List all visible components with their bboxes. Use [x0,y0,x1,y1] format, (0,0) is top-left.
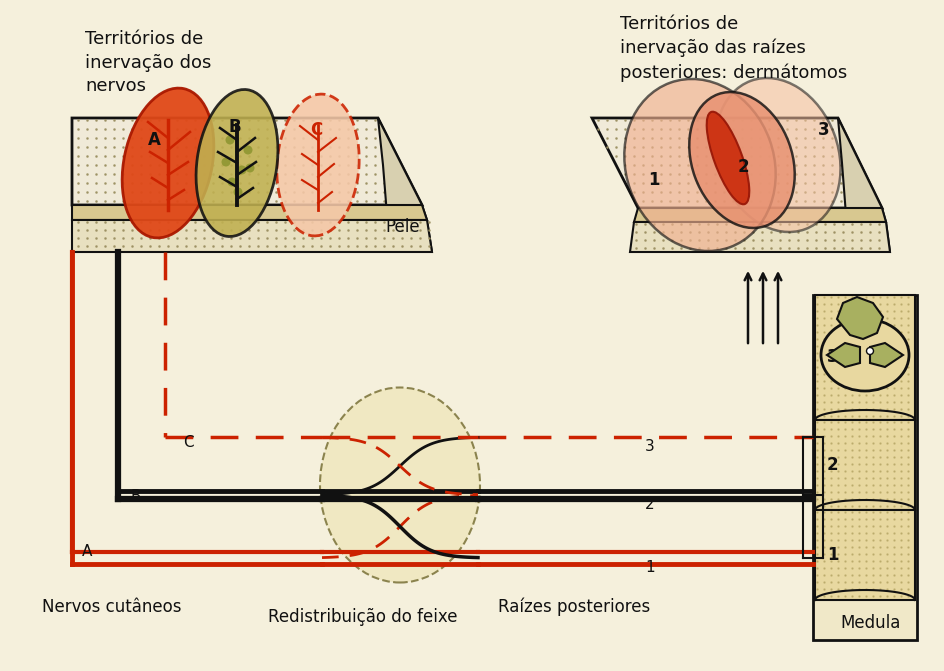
Ellipse shape [715,78,839,232]
Text: Territórios de
inervação das raízes
posteriores: dermátomos: Territórios de inervação das raízes post… [619,15,847,82]
Text: 2: 2 [737,158,749,176]
Ellipse shape [277,94,359,236]
Text: B: B [228,118,242,136]
Ellipse shape [228,178,236,187]
Polygon shape [378,118,431,252]
Text: Pele: Pele [384,218,419,236]
Polygon shape [72,215,431,252]
Text: Nervos cutâneos: Nervos cutâneos [42,598,181,616]
Text: 3: 3 [645,439,654,454]
Ellipse shape [233,187,243,197]
Ellipse shape [245,164,254,172]
Text: 3: 3 [826,348,837,366]
Text: 1: 1 [648,171,659,189]
Text: B: B [130,489,141,504]
Text: Redistribuição do feixe: Redistribuição do feixe [268,608,457,626]
Polygon shape [869,343,902,367]
Ellipse shape [226,136,234,144]
Text: Raízes posteriores: Raízes posteriores [497,597,649,616]
Polygon shape [814,295,914,420]
Text: 1: 1 [645,560,654,575]
Polygon shape [72,118,422,205]
Ellipse shape [320,387,480,582]
Polygon shape [812,295,916,640]
Ellipse shape [122,88,213,238]
Ellipse shape [688,92,794,228]
Text: A: A [148,131,160,149]
Polygon shape [591,118,881,208]
Text: Territórios de
inervação dos
nervos: Territórios de inervação dos nervos [85,30,211,95]
Polygon shape [633,208,885,222]
Ellipse shape [221,158,230,166]
Ellipse shape [866,348,872,354]
Polygon shape [72,220,431,252]
Text: 3: 3 [818,121,829,139]
Text: 2: 2 [826,456,837,474]
Polygon shape [630,222,889,252]
Text: A: A [82,544,93,559]
Polygon shape [814,510,914,600]
Text: C: C [183,435,194,450]
Ellipse shape [195,89,278,236]
Polygon shape [814,420,914,510]
Polygon shape [826,343,859,367]
Text: Medula: Medula [839,614,900,632]
Text: C: C [310,121,322,139]
Ellipse shape [820,319,908,391]
Ellipse shape [237,166,246,174]
Polygon shape [837,118,889,252]
Ellipse shape [706,111,749,204]
Ellipse shape [624,79,775,251]
Polygon shape [72,205,427,220]
Text: 1: 1 [826,546,837,564]
Polygon shape [836,297,882,339]
Text: 2: 2 [645,497,654,512]
Ellipse shape [244,146,252,154]
